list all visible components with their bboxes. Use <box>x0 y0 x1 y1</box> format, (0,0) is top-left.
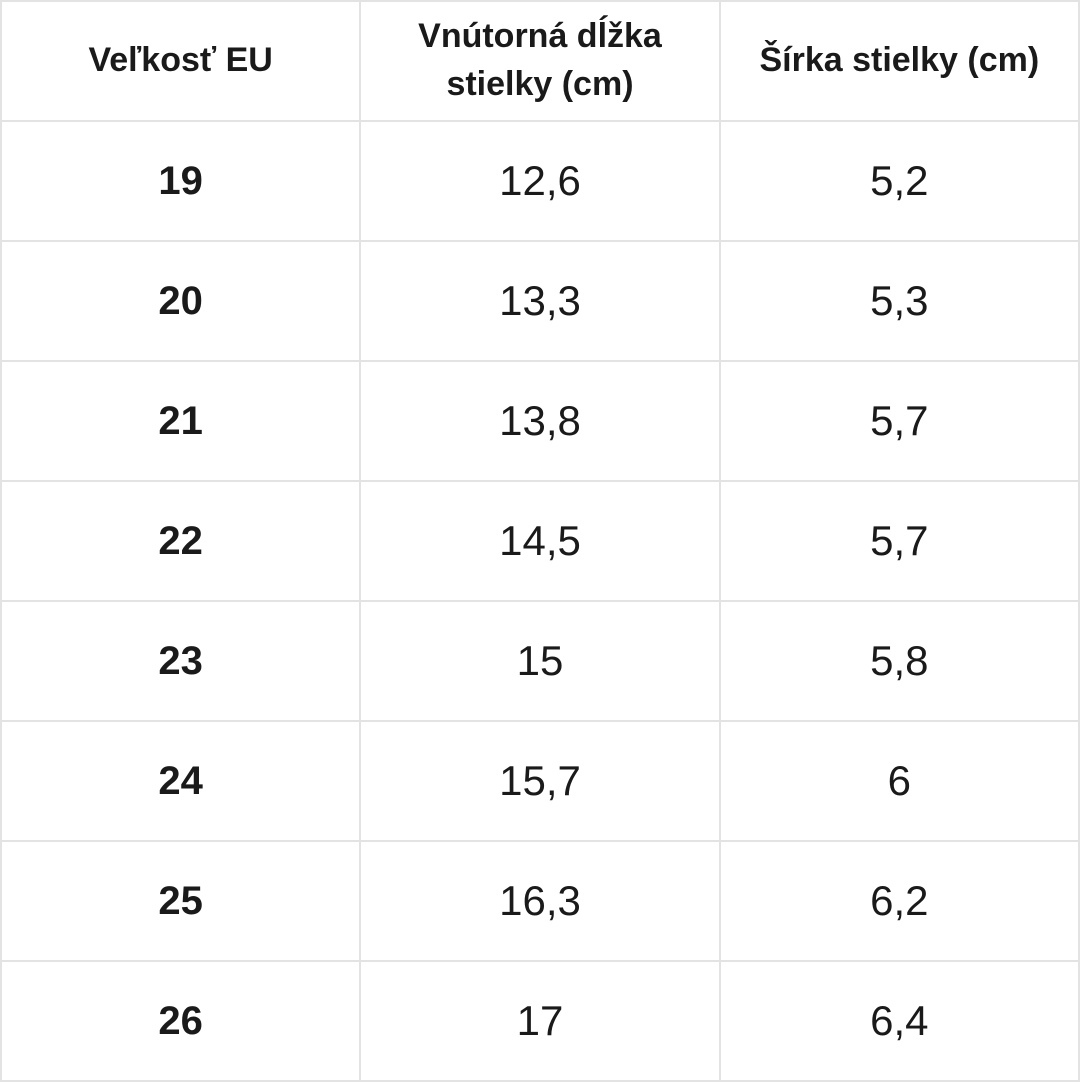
size-eu-cell: 26 <box>0 960 362 1082</box>
insole-width-cell: 5,7 <box>718 480 1080 602</box>
table-row: 22 14,5 5,7 <box>0 480 1080 602</box>
inner-insole-length-cell: 13,8 <box>359 360 721 482</box>
insole-width-cell: 6,2 <box>718 840 1080 962</box>
size-eu-cell: 22 <box>0 480 362 602</box>
size-eu-cell: 24 <box>0 720 362 842</box>
size-eu-cell: 25 <box>0 840 362 962</box>
table-header: Veľkosť EU Vnútorná dĺžka stielky (cm) Š… <box>0 0 1080 122</box>
table-body: 19 12,6 5,2 20 13,3 5,3 21 13,8 5,7 22 14,5 5,7 23 15… <box>0 120 1080 1082</box>
table-row: 19 12,6 5,2 <box>0 120 1080 242</box>
table-row: 21 13,8 5,7 <box>0 360 1080 482</box>
inner-insole-length-cell: 17 <box>359 960 721 1082</box>
inner-insole-length-cell: 16,3 <box>359 840 721 962</box>
insole-width-cell: 6 <box>718 720 1080 842</box>
inner-insole-length-cell: 12,6 <box>359 120 721 242</box>
header-size-eu: Veľkosť EU <box>0 0 362 122</box>
inner-insole-length-cell: 14,5 <box>359 480 721 602</box>
insole-width-cell: 6,4 <box>718 960 1080 1082</box>
insole-width-cell: 5,8 <box>718 600 1080 722</box>
table-row: 26 17 6,4 <box>0 960 1080 1082</box>
header-row: Veľkosť EU Vnútorná dĺžka stielky (cm) Š… <box>0 0 1080 122</box>
table-row: 23 15 5,8 <box>0 600 1080 722</box>
inner-insole-length-cell: 15 <box>359 600 721 722</box>
insole-width-cell: 5,2 <box>718 120 1080 242</box>
header-insole-width: Šírka stielky (cm) <box>718 0 1080 122</box>
size-eu-cell: 23 <box>0 600 362 722</box>
size-eu-cell: 19 <box>0 120 362 242</box>
table-row: 20 13,3 5,3 <box>0 240 1080 362</box>
inner-insole-length-cell: 13,3 <box>359 240 721 362</box>
header-inner-insole-length: Vnútorná dĺžka stielky (cm) <box>359 0 721 122</box>
inner-insole-length-cell: 15,7 <box>359 720 721 842</box>
table-row: 24 15,7 6 <box>0 720 1080 842</box>
insole-width-cell: 5,7 <box>718 360 1080 482</box>
insole-width-cell: 5,3 <box>718 240 1080 362</box>
size-eu-cell: 20 <box>0 240 362 362</box>
table-row: 25 16,3 6,2 <box>0 840 1080 962</box>
size-eu-cell: 21 <box>0 360 362 482</box>
